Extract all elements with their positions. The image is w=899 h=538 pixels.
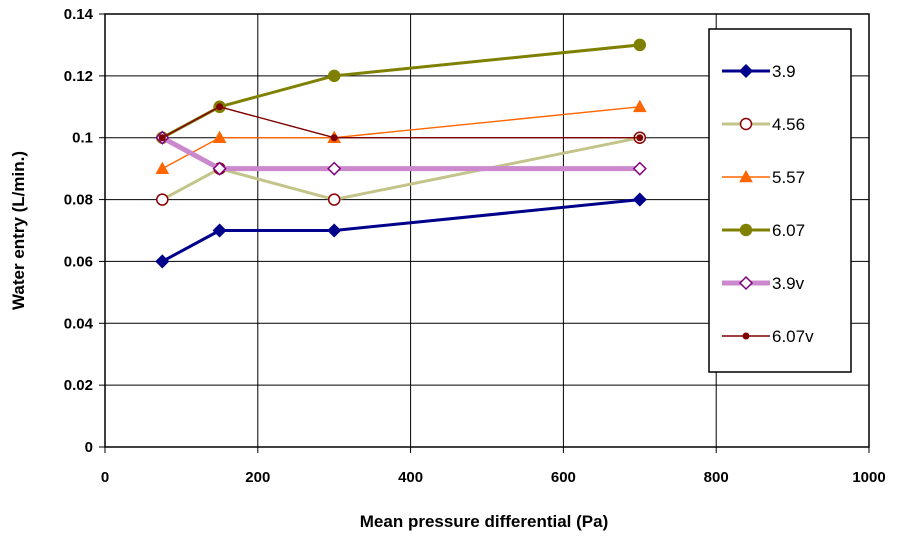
tick-labels: 0 0.02 0.04 0.06 0.08 0.1 0.12 0.14 0 200 400 600 80… xyxy=(64,6,886,486)
data-point xyxy=(327,161,342,176)
data-point xyxy=(216,103,224,111)
y-tick-label: 0 xyxy=(85,439,93,456)
data-point xyxy=(155,254,170,269)
y-tick-label: 0.12 xyxy=(64,68,93,85)
x-tick-label: 600 xyxy=(551,469,576,486)
x-axis-title: Mean pressure differential (Pa) xyxy=(360,512,608,531)
legend-label: 4.56 xyxy=(772,115,805,134)
y-tick-label: 0.02 xyxy=(64,377,93,394)
legend-marker xyxy=(738,275,754,291)
data-point xyxy=(632,99,647,113)
legend-label: 3.9 xyxy=(772,62,796,81)
data-point xyxy=(155,161,170,174)
plot-area-frame xyxy=(104,13,870,448)
y-tick-label: 0.14 xyxy=(64,6,94,23)
data-point xyxy=(212,161,227,176)
legend-marker xyxy=(738,63,754,79)
data-point xyxy=(212,130,227,144)
legend-item: 5.57 xyxy=(722,168,805,187)
legend-label: 5.57 xyxy=(772,168,805,187)
y-tick-label: 0.1 xyxy=(72,130,93,147)
data-point xyxy=(327,223,342,238)
x-tick-label: 1000 xyxy=(852,469,885,486)
data-point xyxy=(327,69,341,83)
data-point xyxy=(212,223,227,238)
legend-label: 3.9v xyxy=(772,274,805,293)
legend-item: 6.07 xyxy=(722,221,805,240)
series-3.9 xyxy=(155,192,647,269)
legend-marker xyxy=(739,169,753,183)
data-point xyxy=(156,193,169,206)
x-tick-label: 0 xyxy=(101,469,109,486)
legend-frame xyxy=(708,28,852,373)
series-line xyxy=(161,135,640,172)
series-6.07v xyxy=(158,103,644,142)
data-point xyxy=(158,134,166,142)
series-6.07 xyxy=(156,38,647,144)
series-layer xyxy=(155,38,647,269)
x-tick-label: 800 xyxy=(704,469,729,486)
data-point xyxy=(636,134,644,142)
legend-marker xyxy=(739,223,753,237)
data-point xyxy=(632,161,647,176)
series-line xyxy=(161,198,640,263)
y-tick-label: 0.04 xyxy=(64,315,94,332)
legend-item: 4.56 xyxy=(722,115,805,134)
y-tick-label: 0.06 xyxy=(64,253,93,270)
data-point xyxy=(330,134,338,142)
data-point xyxy=(633,38,647,52)
legend-item: 6.07v xyxy=(722,327,814,346)
series-line xyxy=(161,43,640,140)
data-point xyxy=(327,193,341,206)
data-point xyxy=(632,192,647,207)
legend-label: 6.07 xyxy=(772,221,805,240)
y-axis-title: Water entry (L/min.) xyxy=(9,151,28,310)
legend-marker xyxy=(739,117,753,131)
legend-item: 3.9 xyxy=(722,62,796,81)
series-3.9v xyxy=(155,130,647,176)
legend-marker xyxy=(742,332,750,340)
legend-label: 6.07v xyxy=(772,327,814,346)
x-tick-label: 200 xyxy=(245,469,270,486)
x-tick-label: 400 xyxy=(398,469,423,486)
y-tick-label: 0.08 xyxy=(64,192,93,209)
series-line xyxy=(161,106,640,139)
legend-item: 3.9v xyxy=(722,274,805,293)
legend: 3.9 4.56 5.57 6.07 3.9v 6.07v xyxy=(708,28,852,373)
